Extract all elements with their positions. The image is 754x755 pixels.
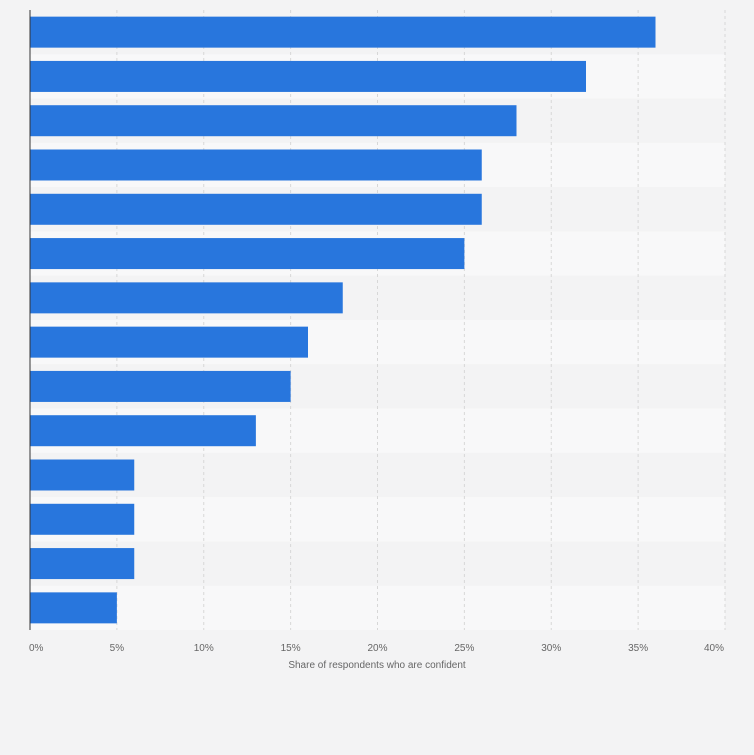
x-tick-label: 15% — [281, 643, 301, 654]
bar[interactable] — [30, 105, 517, 137]
x-tick-label: 25% — [454, 643, 474, 654]
x-tick-label: 30% — [541, 643, 561, 654]
bar[interactable] — [30, 16, 656, 48]
bar[interactable] — [30, 415, 256, 447]
bar[interactable] — [30, 592, 117, 624]
x-tick-label: 35% — [628, 643, 648, 654]
bar[interactable] — [30, 149, 482, 181]
bars — [30, 16, 656, 624]
bar[interactable] — [30, 238, 465, 270]
bar[interactable] — [30, 326, 308, 358]
bar[interactable] — [30, 282, 343, 314]
bar[interactable] — [30, 548, 135, 580]
bar[interactable] — [30, 193, 482, 225]
x-axis-title: Share of respondents who are confident — [288, 660, 466, 671]
x-tick-label: 5% — [110, 643, 125, 654]
x-tick-label: 20% — [367, 643, 387, 654]
bar[interactable] — [30, 370, 291, 402]
x-tick-labels: 0% 5% 10% 15% 20% 25% 30% 35% 40% — [29, 643, 724, 654]
x-tick-label: 0% — [29, 643, 44, 654]
x-tick-label: 40% — [704, 643, 724, 654]
x-tick-label: 10% — [194, 643, 214, 654]
bar[interactable] — [30, 459, 135, 491]
bar[interactable] — [30, 60, 586, 92]
bar[interactable] — [30, 503, 135, 535]
